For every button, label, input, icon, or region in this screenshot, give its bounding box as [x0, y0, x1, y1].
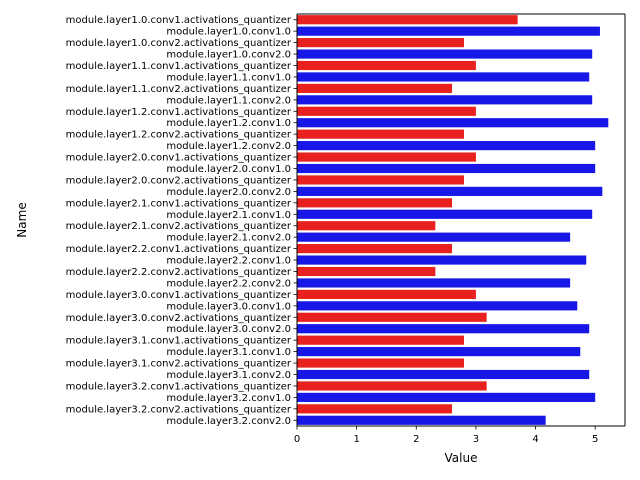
y-ticks-group: module.layer1.0.conv1.activations_quanti…: [66, 15, 297, 427]
bar-9: [297, 118, 609, 128]
y-tick-label-2: module.layer1.0.conv2.activations_quanti…: [66, 38, 292, 49]
bar-31: [297, 369, 590, 380]
y-tick-label-21: module.layer2.2.conv1.0: [166, 256, 291, 267]
y-tick-label-24: module.layer3.0.conv1.activations_quanti…: [66, 290, 292, 301]
x-tick-label-3: 3: [473, 434, 479, 445]
bar-29: [297, 347, 581, 357]
bar-8: [297, 106, 476, 116]
y-tick-label-3: module.layer1.0.conv2.0: [166, 50, 291, 61]
y-tick-label-16: module.layer2.1.conv1.activations_quanti…: [66, 198, 292, 209]
bar-32: [297, 381, 487, 391]
x-tick-label-4: 4: [532, 434, 538, 445]
y-tick-label-31: module.layer3.1.conv2.0: [166, 370, 291, 381]
y-tick-label-1: module.layer1.0.conv1.0: [166, 27, 291, 38]
bar-22: [297, 266, 436, 277]
y-tick-label-12: module.layer2.0.conv1.activations_quanti…: [66, 153, 292, 164]
bar-30: [297, 358, 464, 368]
bar-23: [297, 278, 571, 288]
y-tick-label-25: module.layer3.0.conv1.0: [166, 301, 291, 312]
x-axis-label: Value: [445, 451, 478, 465]
y-tick-label-4: module.layer1.1.conv1.activations_quanti…: [66, 61, 292, 72]
x-ticks-group: 0 1 2 3 4 5: [294, 426, 598, 445]
bar-4: [297, 60, 476, 71]
y-tick-label-23: module.layer2.2.conv2.0: [166, 278, 291, 289]
y-tick-label-11: module.layer1.2.conv2.0: [166, 141, 291, 152]
y-tick-label-28: module.layer3.1.conv1.activations_quanti…: [66, 336, 292, 347]
y-tick-label-13: module.layer2.0.conv1.0: [166, 164, 291, 175]
y-tick-label-10: module.layer1.2.conv2.activations_quanti…: [66, 130, 292, 141]
bar-18: [297, 221, 436, 231]
bar-26: [297, 312, 487, 322]
y-tick-label-27: module.layer3.0.conv2.0: [166, 324, 291, 335]
y-tick-label-9: module.layer1.2.conv1.0: [166, 118, 291, 129]
x-tick-label-0: 0: [294, 434, 300, 445]
bar-12: [297, 152, 476, 162]
y-tick-label-22: module.layer2.2.conv2.activations_quanti…: [66, 267, 292, 278]
y-axis-label: Name: [15, 202, 29, 237]
y-tick-label-35: module.layer3.2.conv2.0: [166, 416, 291, 427]
bar-17: [297, 209, 593, 219]
bar-20: [297, 244, 453, 254]
x-tick-label-1: 1: [353, 434, 359, 445]
y-tick-label-19: module.layer2.1.conv2.0: [166, 233, 291, 244]
y-tick-label-30: module.layer3.1.conv2.activations_quanti…: [66, 359, 292, 370]
bar-33: [297, 392, 596, 402]
y-tick-label-5: module.layer1.1.conv1.0: [166, 72, 291, 83]
bar-6: [297, 83, 453, 93]
y-tick-label-29: module.layer3.1.conv1.0: [166, 347, 291, 358]
x-tick-label-2: 2: [413, 434, 419, 445]
y-tick-label-20: module.layer2.2.conv1.activations_quanti…: [66, 244, 292, 255]
bar-34: [297, 404, 453, 414]
bar-27: [297, 324, 590, 334]
bar-14: [297, 175, 464, 185]
y-tick-label-17: module.layer2.1.conv1.0: [166, 210, 291, 221]
bar-35: [297, 415, 546, 425]
bar-5: [297, 72, 590, 82]
bar-11: [297, 141, 596, 151]
y-tick-label-6: module.layer1.1.conv2.activations_quanti…: [66, 84, 292, 95]
y-tick-label-7: module.layer1.1.conv2.0: [166, 95, 291, 106]
bar-25: [297, 301, 578, 311]
y-tick-label-34: module.layer3.2.conv2.activations_quanti…: [66, 404, 292, 415]
bar-13: [297, 163, 596, 174]
bar-21: [297, 255, 587, 265]
bars-group: [297, 15, 609, 425]
bar-0: [297, 15, 518, 25]
y-tick-label-14: module.layer2.0.conv2.activations_quanti…: [66, 175, 292, 186]
bar-24: [297, 289, 476, 299]
y-tick-label-8: module.layer1.2.conv1.activations_quanti…: [66, 107, 292, 118]
bar-19: [297, 232, 571, 242]
y-tick-label-15: module.layer2.0.conv2.0: [166, 187, 291, 198]
bar-2: [297, 38, 464, 48]
bar-1: [297, 26, 600, 36]
bar-7: [297, 95, 593, 105]
y-tick-label-0: module.layer1.0.conv1.activations_quanti…: [66, 15, 292, 26]
y-tick-label-18: module.layer2.1.conv2.activations_quanti…: [66, 221, 292, 232]
bar-16: [297, 198, 453, 208]
bar-10: [297, 129, 464, 139]
y-tick-label-33: module.layer3.2.conv1.0: [166, 393, 291, 404]
y-tick-label-32: module.layer3.2.conv1.activations_quanti…: [66, 381, 292, 392]
bar-28: [297, 335, 464, 345]
x-tick-label-5: 5: [592, 434, 598, 445]
y-tick-label-26: module.layer3.0.conv2.activations_quanti…: [66, 313, 292, 324]
bar-3: [297, 49, 593, 59]
bar-15: [297, 186, 603, 196]
